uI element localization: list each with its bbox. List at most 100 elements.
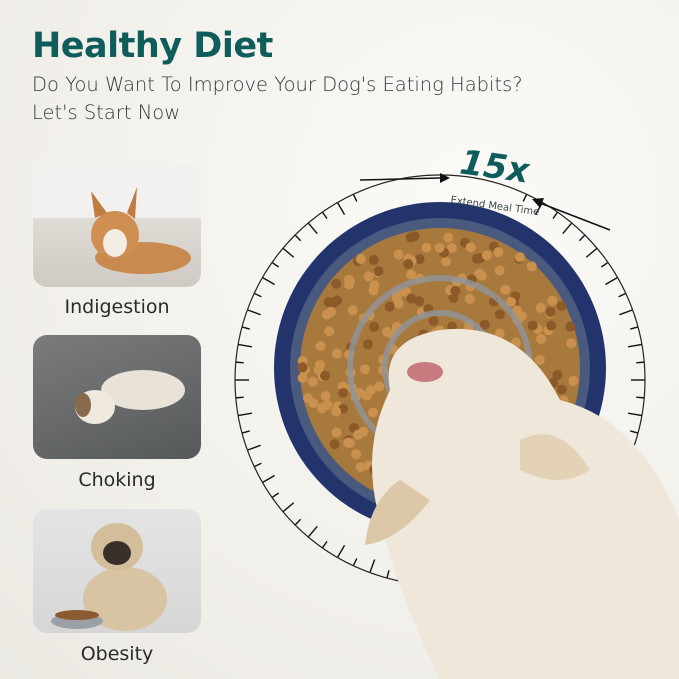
dial-tick (630, 327, 638, 329)
dial-tick (262, 278, 274, 285)
kibble-piece (547, 296, 557, 306)
dial-tick (322, 541, 327, 548)
kibble-piece (368, 407, 378, 417)
kibble-piece (315, 341, 325, 351)
kibble-piece (345, 276, 355, 286)
dial-tick (628, 413, 642, 415)
kibble-piece (406, 269, 416, 279)
kibble-piece (356, 462, 366, 472)
dial-tick (636, 397, 644, 398)
kibble-piece (332, 349, 342, 359)
kibble-piece (500, 285, 510, 295)
dial-tick (322, 212, 327, 219)
dial-tick (308, 526, 317, 537)
dial-tick (283, 503, 294, 512)
dial-tick (579, 235, 585, 241)
kibble-piece (535, 355, 545, 365)
dial-tick (628, 344, 642, 346)
kibble-piece (429, 316, 439, 326)
dial-tick (523, 194, 526, 201)
dial-tick (630, 431, 638, 433)
dial-tick (601, 262, 608, 267)
kibble-piece (472, 254, 482, 264)
kibble-piece (332, 296, 342, 306)
kibble-piece (343, 438, 353, 448)
dial-tick (586, 248, 597, 257)
kibble-piece (536, 303, 546, 313)
kibble-piece (450, 286, 460, 296)
kibble-piece (557, 385, 567, 395)
kibble-piece (477, 271, 487, 281)
dial-tick (236, 397, 244, 398)
kibble-piece (356, 254, 366, 264)
dial-tick (308, 223, 317, 234)
dial-tick (295, 519, 301, 525)
dial-tick (247, 445, 260, 450)
dial-tick (553, 212, 558, 219)
kibble-piece (326, 307, 336, 317)
kibble-piece (493, 247, 503, 257)
kibble-piece (421, 243, 431, 253)
kibble-piece (298, 362, 308, 372)
dial-tick (387, 570, 389, 578)
kibble-piece (495, 266, 505, 276)
dial-tick (272, 493, 279, 498)
dial-tick (238, 344, 252, 346)
kibble-piece (331, 407, 341, 417)
kibble-piece (324, 326, 334, 336)
kibble-piece (545, 307, 555, 317)
kibble-piece (443, 233, 453, 243)
dial-tick (563, 223, 572, 234)
kibble-piece (363, 339, 373, 349)
kibble-piece (536, 334, 546, 344)
kibble-piece (320, 371, 330, 381)
kibble-piece (348, 305, 358, 315)
dial-tick (272, 262, 279, 267)
dial-tick (619, 293, 626, 296)
kibble-piece (303, 393, 313, 403)
dial-tick (247, 310, 260, 315)
dial-tick (254, 293, 261, 296)
kibble-piece (566, 338, 576, 348)
kibble-piece (353, 430, 363, 440)
kibble-piece (331, 279, 341, 289)
kibble-piece (482, 250, 492, 260)
kibble-piece (435, 243, 445, 253)
meal-time-multiplier: 15x (458, 145, 531, 188)
dial-tick (353, 559, 356, 566)
kibble-piece (565, 322, 575, 332)
dial-tick (242, 431, 250, 433)
kibble-piece (568, 376, 578, 386)
kibble-piece (406, 232, 416, 242)
kibble-piece (556, 301, 566, 311)
kibble-piece (298, 373, 308, 383)
kibble-piece (527, 261, 537, 271)
kibble-piece (308, 377, 318, 387)
kibble-piece (322, 400, 332, 410)
kibble-piece (465, 294, 475, 304)
kibble-piece (495, 309, 505, 319)
kibble-piece (366, 385, 376, 395)
kibble-piece (315, 360, 325, 370)
kibble-piece (364, 272, 374, 282)
kibble-piece (406, 293, 416, 303)
kibble-piece (324, 297, 334, 307)
kibble-piece (528, 321, 538, 331)
kibble-piece (330, 439, 340, 449)
kibble-piece (394, 250, 404, 260)
dial-tick (353, 194, 356, 201)
kibble-piece (374, 266, 384, 276)
dial-tick (636, 362, 644, 363)
dial-tick (238, 413, 252, 415)
kibble-piece (370, 280, 380, 290)
dial-tick (262, 476, 274, 483)
dial-tick (338, 202, 345, 214)
kibble-piece (351, 449, 361, 459)
kibble-piece (332, 428, 342, 438)
kibble-piece (466, 242, 476, 252)
kibble-piece (515, 252, 525, 262)
dial-tick (254, 463, 261, 466)
dial-tick (338, 545, 345, 557)
kibble-piece (321, 391, 331, 401)
